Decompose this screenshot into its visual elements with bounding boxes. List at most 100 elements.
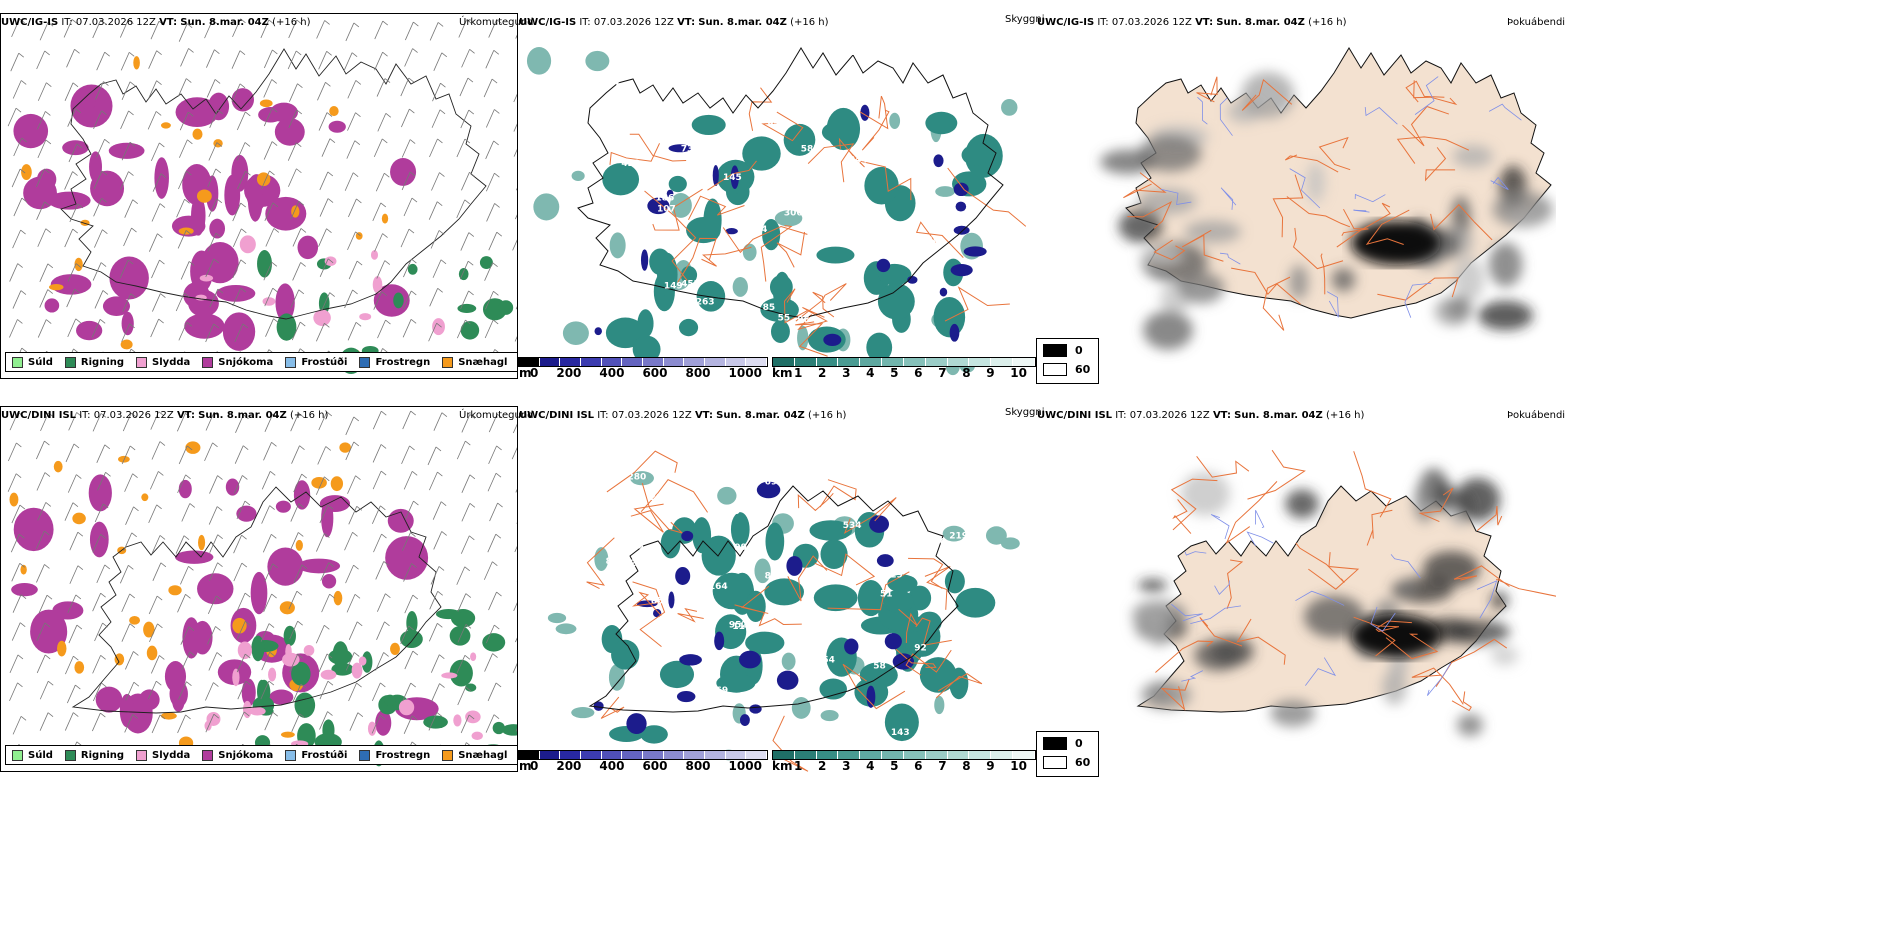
legend-item: Slydda [136, 356, 190, 368]
legend-swatch [202, 356, 214, 368]
legend-label: Frostregn [375, 356, 431, 368]
tick-label: 4 [866, 366, 875, 380]
river [1326, 291, 1339, 318]
height-label: 327 [835, 218, 854, 228]
snow-blob [164, 661, 187, 692]
navy-blob [676, 691, 696, 703]
navy-blob [725, 228, 738, 235]
colorbar-segment [838, 751, 861, 759]
road [1295, 542, 1345, 584]
navy-blob [640, 249, 649, 271]
snow-grains-blob [141, 493, 149, 502]
teal-light-blob [717, 486, 737, 505]
road [632, 581, 666, 647]
legend-item: Rigning [64, 356, 124, 368]
river [1220, 187, 1237, 210]
snow-grains-blob [143, 621, 155, 638]
teal-light-blob [797, 325, 809, 351]
sleet-blob [432, 318, 445, 336]
snow-grains-blob [329, 105, 339, 117]
river [1197, 96, 1208, 125]
fog-core [1351, 614, 1441, 658]
road [1292, 227, 1344, 270]
fog-patch [1395, 580, 1416, 596]
height-label: 94 [595, 123, 608, 133]
snow-blob [182, 617, 201, 659]
snow-blob [267, 547, 304, 586]
coastline [577, 47, 1004, 319]
navy-blob [653, 608, 662, 618]
km-colorbar [772, 357, 1036, 367]
teal-light-blob [533, 193, 560, 221]
rain-blob [276, 313, 297, 341]
snow-blob [225, 478, 240, 496]
road [1366, 509, 1393, 546]
road [797, 306, 828, 331]
tick-label: 200 [556, 759, 582, 773]
height-label: 306 [784, 209, 803, 219]
fog-panel-row1 [1036, 13, 1556, 379]
legend-item: Frostregn [359, 749, 430, 761]
snow-grains-blob [168, 585, 182, 596]
tick-label: 800 [685, 759, 711, 773]
fog-patch [1184, 220, 1242, 244]
snow-grains-blob [381, 213, 389, 224]
teal-light-blob [1000, 537, 1020, 550]
snow-blob [13, 113, 49, 149]
sleet-blob [359, 313, 372, 321]
teal-light-blob [791, 697, 811, 719]
snow-grains-blob [196, 189, 212, 203]
precip-type-panel-row1: Súld Rigning Slydda Snjókoma Frostúði Frostre… [0, 13, 518, 379]
colorbar-segment [794, 358, 817, 366]
river [1214, 580, 1230, 595]
height-label: 200 [650, 493, 669, 503]
river [1364, 107, 1398, 125]
header-fog-row2: UWC/DINI ISL IT: 07.03.2026 12Z VT: Sun.… [1037, 410, 1365, 421]
fog-swatch [1043, 344, 1067, 357]
colorbar-segment [882, 358, 904, 366]
road [1247, 449, 1306, 500]
road [1284, 154, 1339, 173]
height-ticks: 0 200 400 600 800 1000 [530, 759, 762, 773]
snow-blob [209, 218, 226, 239]
height-label: 107 [657, 204, 676, 214]
snow-blob [175, 550, 214, 564]
snow-blob [250, 571, 268, 615]
snow-blob [390, 158, 417, 186]
snow-blob [275, 500, 291, 513]
sleet-blob [285, 643, 292, 660]
height-label: 104 [802, 166, 821, 176]
road [609, 143, 660, 165]
teal-light-blob [562, 321, 589, 346]
height-label: 604 [749, 225, 768, 235]
river [1295, 590, 1345, 606]
height-label: 112 [616, 297, 635, 307]
snow-grains-blob [20, 564, 27, 575]
river [1246, 531, 1274, 547]
legend-item: Snjókoma [202, 356, 273, 368]
road [1451, 691, 1472, 712]
road [787, 555, 828, 602]
rain-blob [492, 721, 505, 735]
legend-label: Frostúði [301, 356, 348, 368]
height-label: 952 [729, 621, 748, 631]
teal-blob [657, 252, 678, 297]
colorbar-segment [601, 358, 623, 366]
fog-patch [1454, 477, 1501, 522]
teal-blob [859, 662, 898, 689]
height-label: 99 [734, 543, 747, 553]
fog-swatch [1043, 363, 1067, 376]
colorbar-segment [684, 751, 706, 759]
fog-patch [1456, 713, 1484, 737]
navy-blob [626, 713, 647, 735]
height-label: 429 [621, 159, 640, 169]
road [1318, 136, 1351, 171]
rain-blob [406, 611, 418, 635]
sleet-blob [471, 731, 483, 740]
road [944, 286, 1010, 322]
colorbar-segment [622, 751, 644, 759]
teal-light-blob [608, 663, 625, 691]
teal-blob [659, 660, 695, 689]
teal-light-blob [820, 710, 839, 722]
colorbar-segment [925, 358, 948, 366]
